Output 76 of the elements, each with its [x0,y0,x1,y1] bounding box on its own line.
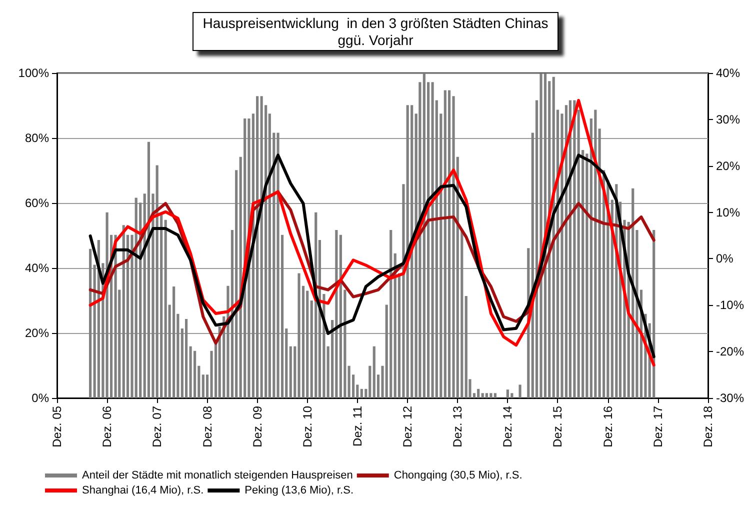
bar [390,230,392,398]
bar [122,225,125,398]
bar [289,346,292,398]
x-tick-label: Dez. 05 [50,406,64,448]
bar [490,393,492,398]
bar [172,286,176,398]
legend-label: Anteil der Städte mit monatlich steigenden Hauspreisen [82,470,353,482]
bar [506,390,509,398]
x-tick-label: Dez. 18 [701,406,715,448]
bar [594,110,597,398]
bar [540,73,542,398]
y2-tick-label: -20% [716,344,744,359]
y2-tick-label: -30% [716,391,744,405]
bar [410,105,414,398]
bar [184,319,188,398]
legend-label: Peking (13,6 Mio), r.S. [244,484,354,496]
line-series [88,98,656,367]
bar [422,74,426,398]
chart-subtitle: ggü. Vorjahr [338,32,414,48]
bar [494,393,497,398]
bar [368,366,372,398]
bar [464,296,468,398]
y-tick-label: 40% [24,261,50,275]
x-tick-label: Dez. 07 [150,406,164,448]
bar [193,350,196,398]
y-tick-label: 20% [24,326,50,340]
bar [89,248,92,398]
x-tick-label: Dez. 06 [100,406,114,448]
bar [406,105,409,398]
bar [164,220,167,398]
bar [260,96,263,398]
bar [448,90,451,398]
bar [518,384,522,398]
legend-label: Chongqing (30,5 Mio), r.S. [394,470,522,482]
line-series [88,154,656,358]
x-tick-label: Dez. 09 [250,406,264,448]
bar [510,393,514,398]
x-tick-label: Dez. 08 [200,406,214,448]
x-tick-label: Dez. 17 [650,406,665,448]
bar [339,234,342,398]
y2-tick-label: 10% [716,205,740,220]
y2-tick-label: 0% [716,252,734,266]
bar [360,388,363,398]
bar [372,346,376,398]
bar [156,165,158,398]
y2-tick-label: 20% [716,158,740,173]
y-tick-label: 0% [32,391,50,405]
bar [202,374,204,398]
y-tick-label: 80% [24,131,50,145]
y2-tick-label: -10% [716,298,744,312]
chart-title: Hauspreisentwicklung in den 3 größten Städten Chinas [202,15,548,31]
bar [134,198,138,398]
bar [298,273,300,398]
bar [276,132,280,398]
x-tick-label: Dez. 14 [500,406,515,448]
x-tick-label: Dez. 11 [350,406,364,446]
x-tick-label: Dez. 16 [600,406,615,448]
bar [477,388,480,398]
bar [235,170,238,398]
bar [444,90,446,398]
x-tick-label: Dez. 10 [300,406,314,448]
x-tick-label: Dez. 15 [550,406,565,448]
y-tick-label: 60% [24,196,50,210]
y2-tick-label: 30% [716,112,740,126]
x-tick-label: Dez. 12 [400,406,415,448]
y2-tick-label: 40% [716,66,740,80]
legend-label: Shanghai (16,4 Mio), r.S. [82,484,204,496]
y-tick-label: 100% [18,66,50,80]
bar [485,393,488,398]
bar [573,100,576,398]
bar [481,393,484,398]
bar [586,154,588,398]
x-tick-label: Dez. 13 [450,406,465,448]
bar [431,82,434,398]
bar [418,82,422,398]
bar [147,142,150,398]
